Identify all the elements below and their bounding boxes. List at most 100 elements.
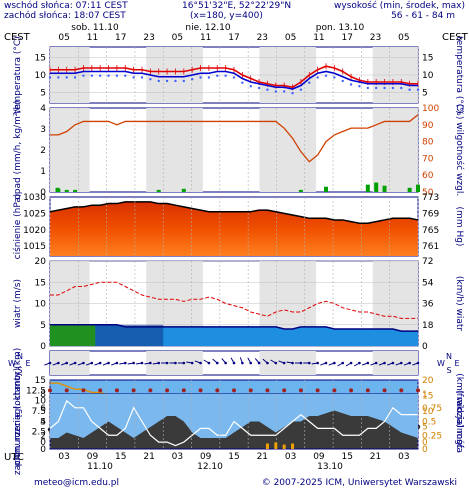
top-hour-label: 17	[342, 33, 353, 43]
wind-direction-dot	[73, 361, 77, 365]
dir-n-label: N	[17, 352, 23, 361]
precip-bar	[56, 188, 61, 192]
wind-direction-dot	[374, 361, 378, 365]
bottom-hour-label: 03	[398, 452, 409, 462]
cloud-extent-ytick: 10	[35, 397, 47, 407]
high-cloud-dot	[382, 388, 387, 393]
temp-point	[124, 74, 127, 77]
high-cloud-dot	[81, 388, 86, 393]
temp-point	[374, 86, 378, 90]
wind-direction-dot	[341, 361, 345, 365]
top-hour-label: 17	[228, 33, 239, 43]
top-hour-label: 05	[58, 33, 69, 43]
temp-point	[140, 76, 144, 79]
high-cloud-dot	[215, 388, 220, 393]
cloudiness-ytick: 6	[40, 404, 46, 414]
wind-gust-line	[50, 281, 418, 319]
wind-direction-dot	[149, 361, 152, 365]
bottom-hour-label: 21	[370, 452, 381, 462]
pressure-ytick-left: 1025	[23, 209, 46, 219]
high-cloud-dot	[282, 388, 287, 393]
temp-ytick-left: 15	[35, 54, 46, 64]
bottom-hour-label: 21	[257, 452, 268, 462]
wind-direction-dot	[207, 361, 211, 365]
bottom-day-label: 11.10	[87, 462, 113, 472]
cloudiness-ytick: 2	[40, 431, 46, 441]
wind-direction-dot	[299, 361, 303, 365]
wind-direction-dot	[266, 361, 269, 365]
dir-e-label: E	[25, 359, 30, 368]
sunrise-text: wschód słońca: 07:11 CEST	[4, 1, 128, 11]
low-cloud-line	[49, 399, 418, 447]
dir-s-label: S	[17, 366, 22, 375]
top-hour-label: 05	[172, 33, 183, 43]
temp-point	[358, 85, 361, 88]
wind-ytick-left: 20	[35, 257, 47, 267]
humidity-ytick: 90	[422, 121, 434, 131]
wind-direction-dot	[215, 361, 219, 365]
visibility-ytick: 15	[422, 392, 433, 402]
bottom-hour-label: 03	[58, 452, 69, 462]
high-cloud-dot	[114, 388, 119, 393]
precip-bar	[181, 188, 186, 192]
pressure-ytick-right: 765	[422, 226, 439, 236]
wind-direction-dot	[132, 361, 135, 365]
wind-direction-dot	[324, 361, 328, 365]
high-cloud-dot	[198, 388, 203, 393]
night-shade-1	[146, 108, 203, 192]
wind-direction-dot	[257, 361, 261, 365]
fog-bar	[291, 443, 295, 449]
high-cloud-dot	[399, 388, 404, 393]
wind-direction-dot	[307, 361, 311, 365]
high-cloud-dot	[298, 388, 303, 393]
temp-point	[241, 81, 244, 84]
temp-point	[341, 79, 344, 83]
temp-point	[190, 78, 194, 81]
temp-point	[65, 76, 68, 79]
wind-direction-dot	[274, 361, 278, 365]
cloudiness-ytick: 4	[40, 418, 46, 428]
wind-direction-dot	[316, 361, 319, 365]
wind-direction-dot	[140, 361, 144, 365]
wind-mean-line	[50, 324, 418, 332]
precip-ytick: 4	[40, 104, 46, 114]
precip-ylabel: opad (mm/h, kg/m²/h)	[13, 100, 23, 199]
top-day-label: nie. 12.10	[185, 23, 231, 33]
temp-point	[174, 79, 177, 83]
bottom-tz-label: UTC	[4, 452, 24, 463]
precip-ytick: 3	[40, 125, 46, 135]
temp-ytick-right: 5	[422, 89, 428, 99]
clear-sky-area	[50, 394, 418, 438]
wind-ytick-right: 0	[422, 342, 428, 352]
top-hour-label: 17	[115, 33, 126, 43]
temp-point	[232, 76, 236, 79]
fog-ylabel: (frakcja) mgła	[454, 390, 464, 453]
precip-ytick: 1	[40, 167, 46, 177]
temp-point	[182, 79, 186, 83]
pressure-ylabel-right: (mm Hg)	[454, 207, 464, 247]
panel-frame-1	[49, 107, 419, 193]
temp-point	[98, 74, 102, 77]
high-cloud-dot	[248, 388, 253, 393]
fog-dot	[424, 434, 428, 438]
top-day-label: sob. 11.10	[71, 23, 119, 33]
humidity-ytick: 100	[422, 104, 439, 114]
bottom-hour-label: 15	[228, 452, 239, 462]
temp-point	[90, 74, 94, 77]
night-shade-1	[50, 108, 90, 192]
fog-ytick: 0.25	[422, 431, 442, 441]
wind-direction-dot	[408, 361, 411, 365]
temp-ytick-left: 5	[40, 89, 46, 99]
cloudiness-ytick: 0	[40, 445, 46, 455]
top-hour-label: 23	[257, 33, 268, 43]
temp-point	[165, 79, 169, 83]
wind-direction-dot	[416, 361, 420, 365]
top-hour-label: 23	[370, 33, 381, 43]
pressure-ytick-right: 761	[422, 242, 439, 252]
visibility-ytick: 5	[422, 423, 428, 433]
dir-w-label-right: W	[437, 359, 445, 368]
visibility-ytick: 20	[422, 376, 434, 386]
grid-text: (x=180, y=400)	[190, 11, 263, 21]
high-cloud-dot	[64, 388, 69, 393]
